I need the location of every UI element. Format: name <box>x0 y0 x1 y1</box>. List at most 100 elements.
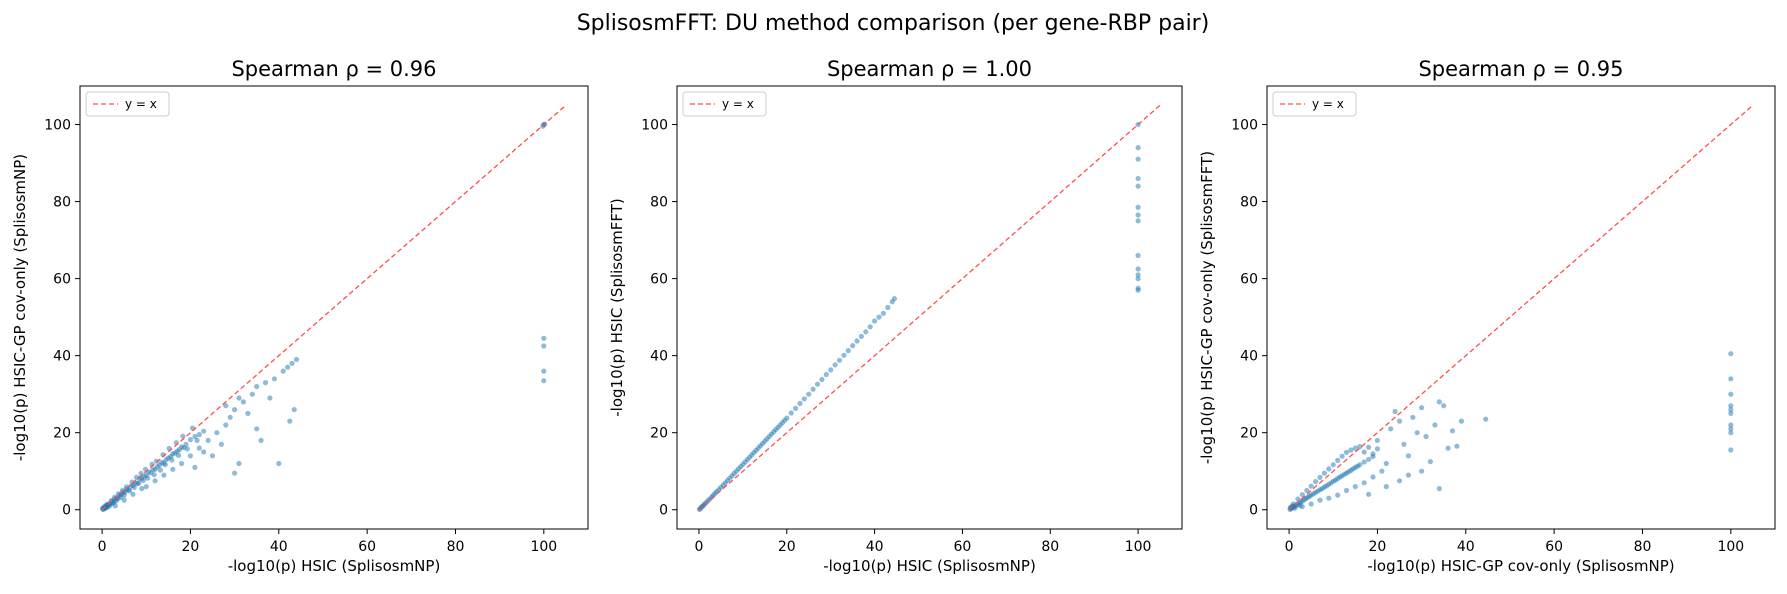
identity-line <box>1288 104 1754 511</box>
scatter-point <box>1330 462 1336 468</box>
scatter-point <box>169 457 175 463</box>
scatter-point <box>170 466 176 472</box>
identity-line <box>698 104 1161 511</box>
scatter-point <box>240 399 246 405</box>
scatter-point <box>863 329 869 335</box>
y-tick-label: 20 <box>53 426 71 442</box>
scatter-point <box>1295 496 1301 502</box>
scatter-point <box>891 296 898 302</box>
scatter-point <box>793 405 799 411</box>
scatter-point <box>1297 502 1303 509</box>
scatter-point <box>1483 416 1489 422</box>
scatter-point <box>784 415 790 421</box>
scatter-point <box>140 477 146 484</box>
scatter-point <box>271 376 277 382</box>
y-axis-label: -log10(p) HSIC (SplisosmFFT) <box>608 198 626 416</box>
x-axis-label: -log10(p) HSIC (SplisosmNP) <box>228 557 441 575</box>
scatter-point <box>130 491 136 497</box>
x-tick-label: 40 <box>1457 539 1475 555</box>
figure-suptitle: SplisosmFFT: DU method comparison (per g… <box>577 11 1210 36</box>
scatter-point <box>1348 447 1354 453</box>
y-tick-label: 40 <box>650 349 668 365</box>
scatter-point <box>832 362 838 368</box>
y-tick-label: 60 <box>1240 272 1258 288</box>
scatter-point <box>541 335 547 341</box>
scatter-point <box>1728 391 1734 397</box>
y-tick-label: 0 <box>659 503 668 519</box>
scatter-point <box>126 488 133 494</box>
x-tick-label: 40 <box>866 539 884 555</box>
scatter-point <box>267 395 273 401</box>
scatter-point <box>285 364 291 370</box>
scatter-point <box>836 357 843 363</box>
legend-box <box>1272 91 1357 117</box>
scatter-point <box>1326 495 1332 501</box>
x-tick-label: 80 <box>1634 539 1652 555</box>
scatter-point <box>1728 407 1734 413</box>
scatter-point <box>1361 459 1367 465</box>
scatter-panel-3: 0 20 40 60 80 100 0 20 40 60 80 100 Spearman ρ = 0.9… <box>1198 57 1776 575</box>
scatter-point <box>187 453 193 459</box>
y-tick-label: 100 <box>44 118 71 134</box>
scatter-point <box>1343 487 1350 494</box>
scatter-point <box>152 478 158 484</box>
scatter-point <box>183 441 189 447</box>
x-tick-label: 60 <box>358 539 376 555</box>
x-tick-label: 60 <box>1545 539 1563 555</box>
scatter-point <box>254 383 260 390</box>
scatter-point <box>131 484 137 490</box>
scatter-point <box>192 433 198 440</box>
y-tick-label: 80 <box>650 195 668 211</box>
scatter-point <box>1419 468 1425 474</box>
scatter-point <box>801 396 807 402</box>
scatter-point <box>1135 212 1141 218</box>
scatter-point <box>1374 437 1380 443</box>
scatter-point <box>1419 405 1425 411</box>
x-axis-label: -log10(p) HSIC-GP cov-only (SplisosmNP) <box>1367 557 1674 575</box>
scatter-point <box>262 380 269 386</box>
x-tick-label: 40 <box>270 539 288 555</box>
scatter-point <box>788 410 794 416</box>
scatter-point <box>806 391 812 397</box>
scatter-point <box>236 460 242 467</box>
axes-frame <box>676 85 1183 530</box>
scatter-point <box>153 458 159 464</box>
x-tick-label: 60 <box>954 539 972 555</box>
x-tick-label: 100 <box>1125 539 1152 555</box>
scatter-point <box>192 464 198 470</box>
y-tick-label: 0 <box>1249 503 1258 519</box>
scatter-point <box>1366 444 1372 450</box>
scatter-point <box>249 391 255 397</box>
scatter-point <box>1135 183 1141 189</box>
scatter-point <box>850 343 856 349</box>
scatter-point <box>291 407 297 413</box>
scatter-point <box>1436 399 1442 405</box>
scatter-point <box>1445 445 1451 451</box>
axes-frame <box>79 85 589 530</box>
scatter-point <box>1374 446 1380 452</box>
scatter-point <box>293 356 300 363</box>
scatter-point <box>1388 426 1394 432</box>
scatter-point <box>1366 456 1372 462</box>
panel-title: Spearman ρ = 1.00 <box>827 57 1032 81</box>
scatter-point <box>1357 462 1363 468</box>
scatter-point <box>1335 457 1341 463</box>
x-tick-label: 20 <box>182 539 200 555</box>
scatter-point <box>1343 449 1350 455</box>
y-tick-label: 80 <box>53 195 71 211</box>
scatter-point <box>1304 487 1310 494</box>
scatter-point <box>280 368 286 374</box>
scatter-point <box>1135 204 1141 210</box>
x-tick-label: 100 <box>530 539 557 555</box>
scatter-point <box>236 395 242 401</box>
scatter-point <box>1405 453 1411 459</box>
scatter-point <box>1308 501 1314 507</box>
scatter-point <box>1396 478 1403 484</box>
scatter-point <box>1321 470 1327 476</box>
x-axis-label: -log10(p) HSIC (SplisosmNP) <box>823 557 1036 575</box>
scatter-point <box>1292 505 1298 511</box>
scatter-panel-2: 0 20 40 60 80 100 0 20 40 60 80 100 Spearman ρ = 1.0… <box>608 57 1183 575</box>
scatter-point <box>139 486 145 492</box>
scatter-point <box>245 410 251 416</box>
scatter-point <box>841 352 847 358</box>
